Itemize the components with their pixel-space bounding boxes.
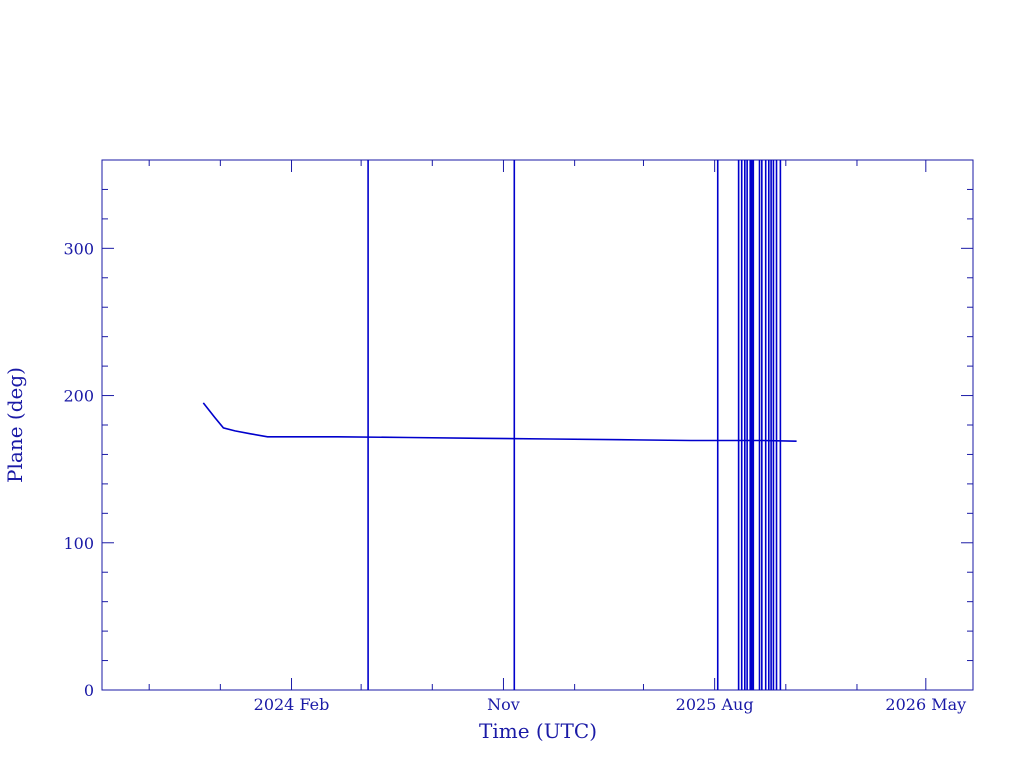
y-tick-label: 200 <box>63 387 94 406</box>
y-axis-title: Plane (deg) <box>3 367 27 483</box>
x-axis-title: Time (UTC) <box>479 719 597 743</box>
series-line <box>202 402 797 442</box>
plot-frame <box>101 159 974 691</box>
x-tick-label: 2025 Aug <box>676 695 754 714</box>
y-tick-label: 100 <box>63 534 94 553</box>
series-group <box>202 402 797 442</box>
y-tick-label: 300 <box>63 239 94 258</box>
y-tick-label: 0 <box>84 681 94 700</box>
x-tick-label: 2024 Feb <box>254 695 330 714</box>
x-tick-label: Nov <box>487 695 520 714</box>
y-ticks: 0 100 200 300 <box>63 159 973 700</box>
wrap-lines <box>367 160 782 690</box>
x-ticks: 2024 Feb Nov 2025 Aug 2026 May <box>148 160 966 714</box>
x-tick-label: 2026 May <box>885 695 966 714</box>
